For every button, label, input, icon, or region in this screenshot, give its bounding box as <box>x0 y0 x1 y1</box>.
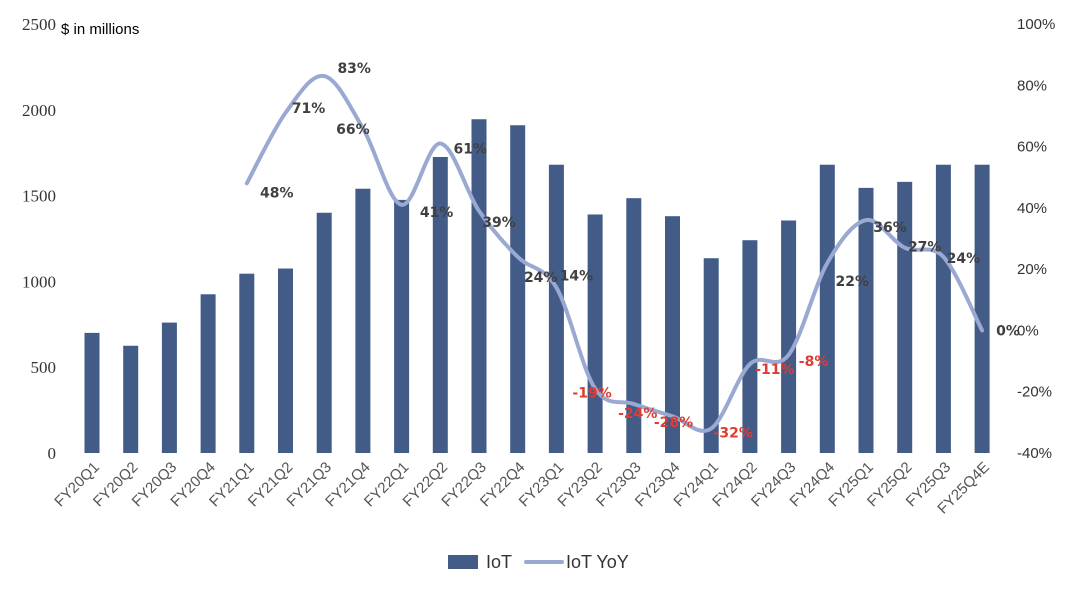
data-label-fy25q4e: 0% <box>996 323 1020 339</box>
y-tick-right: 80% <box>1017 77 1047 94</box>
bar-fy25q1 <box>858 187 874 454</box>
bar-fy20q3 <box>161 322 177 453</box>
y-tick-right: 100% <box>1017 16 1055 33</box>
bar-fy25q4e <box>974 164 990 453</box>
bar-series-iot <box>84 119 990 454</box>
y-tick-right: 60% <box>1017 139 1047 156</box>
y-tick-right: 40% <box>1017 200 1047 217</box>
bar-fy22q3 <box>471 119 487 453</box>
bar-fy20q2 <box>123 345 139 453</box>
data-label-fy21q2: 71% <box>292 101 326 117</box>
bar-fy23q3 <box>626 198 642 453</box>
bar-fy21q2 <box>278 268 293 453</box>
data-label-fy24q1: -32% <box>714 425 753 441</box>
bar-fy22q1 <box>394 199 410 453</box>
bar-fy21q4 <box>355 188 371 453</box>
data-label-fy22q3: 39% <box>482 215 516 231</box>
y-tick-left: 2500 <box>22 15 56 34</box>
y-tick-right: 20% <box>1017 261 1047 278</box>
bar-fy25q3 <box>935 164 951 453</box>
y-tick-right: 0% <box>1017 322 1039 339</box>
y-tick-left: 500 <box>31 358 57 377</box>
x-axis: FY20Q1FY20Q2FY20Q3FY20Q4FY21Q1FY21Q2FY21… <box>51 459 993 518</box>
data-label-fy25q1: 36% <box>873 220 907 236</box>
bar-fy24q4 <box>819 164 835 453</box>
data-label-fy21q4: 66% <box>336 122 370 138</box>
data-label-fy23q1: 14% <box>560 269 594 285</box>
y-tick-right: -40% <box>1017 445 1052 462</box>
data-label-fy22q2: 61% <box>454 142 488 158</box>
data-label-fy24q4: 22% <box>836 274 870 290</box>
bar-fy22q2 <box>432 156 448 454</box>
bar-fy23q2 <box>587 214 603 453</box>
bar-fy21q3 <box>316 212 332 453</box>
y-tick-right: -20% <box>1017 384 1052 401</box>
y-axis-left: 0 500 1000 1500 2000 2500 <box>22 15 56 463</box>
bar-fy24q2 <box>742 240 758 453</box>
data-label-fy21q3: 83% <box>337 61 371 77</box>
data-label-fy25q3: 24% <box>947 251 981 267</box>
y-tick-left: 2000 <box>22 101 56 120</box>
data-label-fy21q1: 48% <box>260 185 294 201</box>
y-tick-left: 0 <box>48 444 57 463</box>
legend-swatch-iot <box>448 555 478 569</box>
y-tick-left: 1500 <box>22 187 56 206</box>
bar-fy23q1 <box>548 164 564 453</box>
data-label-fy24q2: -11% <box>755 362 794 378</box>
data-label-fy23q2: -19% <box>572 386 611 402</box>
data-label-fy25q2: 27% <box>908 240 942 256</box>
bar-fy24q3 <box>781 220 797 453</box>
line-series-iot-yoy <box>244 74 985 433</box>
data-label-fy22q1: 41% <box>420 205 454 221</box>
line-iot-yoy <box>244 74 985 433</box>
bar-fy21q1 <box>239 273 255 453</box>
y-axis-title: $ in millions <box>61 21 139 38</box>
bar-fy22q4 <box>510 125 526 453</box>
bar-fy24q1 <box>703 258 719 453</box>
data-labels-iot-yoy: 48%71%83%66%41%61%39%24% 14%-19%-24%-28%-… <box>260 61 1020 441</box>
data-label-fy23q4: -28% <box>654 415 693 431</box>
bar-fy20q4 <box>200 294 216 453</box>
legend: IoT IoT YoY <box>448 552 629 572</box>
bar-fy20q1 <box>84 332 100 453</box>
legend-label-iot-yoy: IoT YoY <box>566 552 629 572</box>
data-label-fy22q4: 24% <box>524 270 558 286</box>
y-tick-left: 1000 <box>22 272 56 291</box>
legend-label-iot: IoT <box>486 552 512 572</box>
y-axis-right: -40% -20% 0% 20% 40% 60% 80% 100% <box>1017 16 1055 462</box>
data-label-fy23q3: -24% <box>618 406 657 422</box>
data-label-fy24q3: -8% <box>799 354 829 370</box>
bar-fy23q4 <box>665 216 680 453</box>
